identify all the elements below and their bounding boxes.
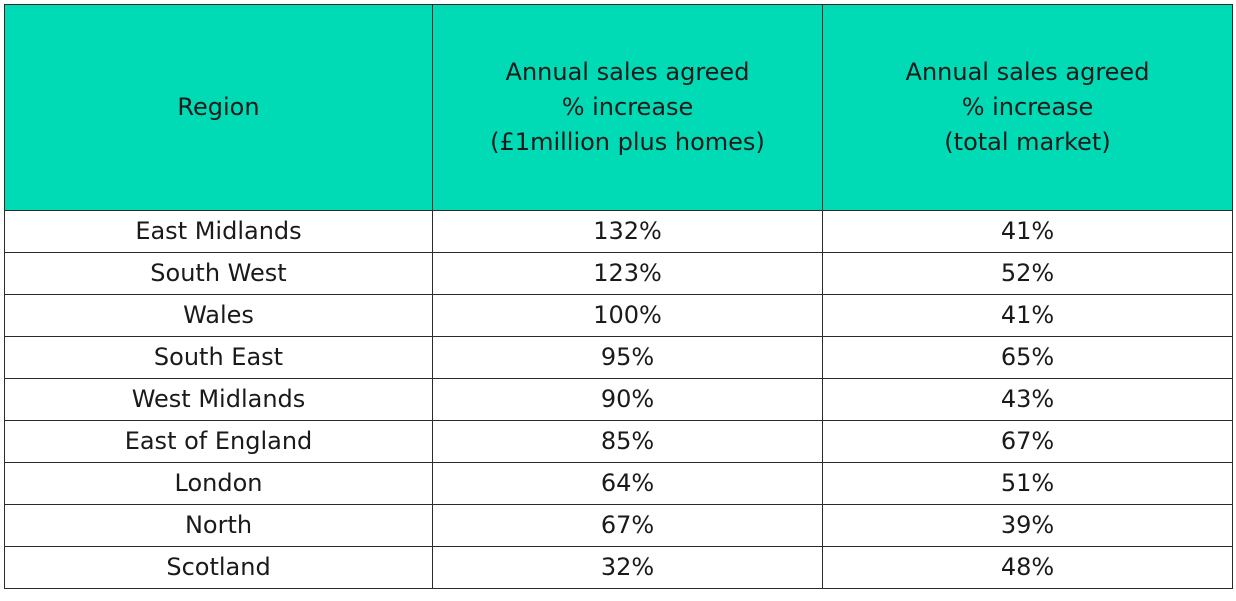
header-million-line: (£1million plus homes): [490, 128, 765, 156]
million-increase-cell: 123%: [432, 252, 823, 295]
region-cell: South West: [4, 252, 433, 295]
region-cell: West Midlands: [4, 378, 433, 421]
header-total-market: Annual sales agreed % increase (total ma…: [822, 4, 1233, 211]
table-row: West Midlands 90% 43%: [4, 378, 1233, 421]
table-row: South East 95% 65%: [4, 336, 1233, 379]
total-increase-cell: 41%: [822, 210, 1233, 253]
total-increase-cell: 52%: [822, 252, 1233, 295]
million-increase-cell: 32%: [432, 546, 823, 589]
million-increase-cell: 90%: [432, 378, 823, 421]
table-header: Region Annual sales agreed % increase (£…: [4, 4, 1233, 211]
region-cell: South East: [4, 336, 433, 379]
million-increase-cell: 132%: [432, 210, 823, 253]
region-cell: London: [4, 462, 433, 505]
region-cell: East Midlands: [4, 210, 433, 253]
region-cell: East of England: [4, 420, 433, 463]
table-row: Wales 100% 41%: [4, 294, 1233, 337]
million-increase-cell: 100%: [432, 294, 823, 337]
region-cell: Scotland: [4, 546, 433, 589]
total-increase-cell: 43%: [822, 378, 1233, 421]
total-increase-cell: 41%: [822, 294, 1233, 337]
sales-table: Region Annual sales agreed % increase (£…: [4, 4, 1233, 589]
million-increase-cell: 95%: [432, 336, 823, 379]
table-row: East of England 85% 67%: [4, 420, 1233, 463]
header-million-line: Annual sales agreed: [505, 58, 750, 86]
header-total-line: Annual sales agreed: [905, 58, 1150, 86]
region-cell: North: [4, 504, 433, 547]
header-row: Region Annual sales agreed % increase (£…: [4, 4, 1233, 211]
total-increase-cell: 48%: [822, 546, 1233, 589]
total-increase-cell: 67%: [822, 420, 1233, 463]
total-increase-cell: 51%: [822, 462, 1233, 505]
total-increase-cell: 65%: [822, 336, 1233, 379]
header-region-line: Region: [177, 93, 260, 121]
million-increase-cell: 85%: [432, 420, 823, 463]
million-increase-cell: 67%: [432, 504, 823, 547]
header-million-line: % increase: [561, 93, 694, 121]
region-cell: Wales: [4, 294, 433, 337]
table-row: South West 123% 52%: [4, 252, 1233, 295]
table-body: East Midlands 132% 41% South West 123% 5…: [4, 210, 1233, 589]
header-region: Region: [4, 4, 433, 211]
header-total-line: (total market): [944, 128, 1111, 156]
million-increase-cell: 64%: [432, 462, 823, 505]
total-increase-cell: 39%: [822, 504, 1233, 547]
table-row: London 64% 51%: [4, 462, 1233, 505]
table-row: Scotland 32% 48%: [4, 546, 1233, 589]
header-million-homes: Annual sales agreed % increase (£1millio…: [432, 4, 823, 211]
table-row: East Midlands 132% 41%: [4, 210, 1233, 253]
table-row: North 67% 39%: [4, 504, 1233, 547]
header-total-line: % increase: [961, 93, 1094, 121]
